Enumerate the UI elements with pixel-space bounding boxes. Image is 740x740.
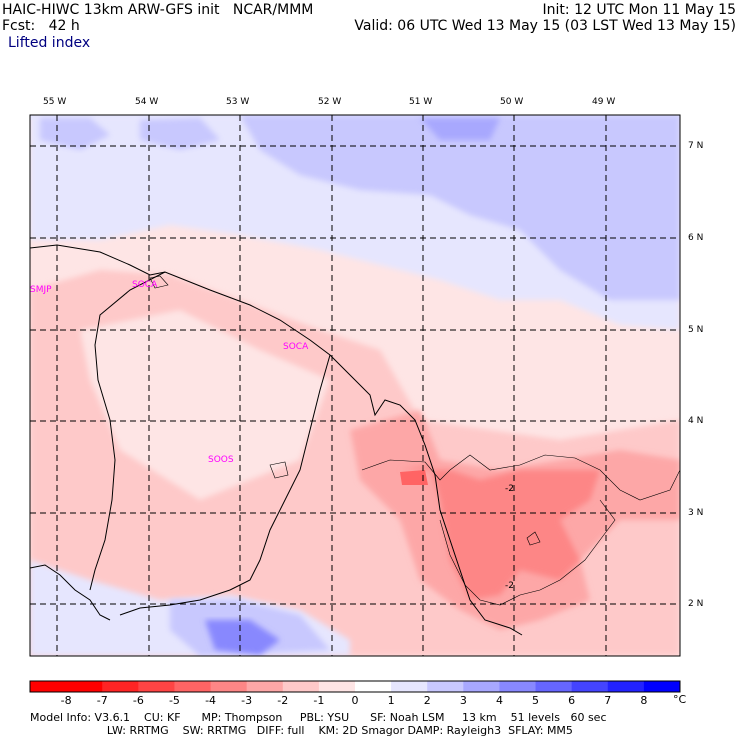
colorbar-tick-label: 4	[495, 694, 503, 707]
contour-label-minus2-b: -2	[505, 581, 514, 591]
colorbar-cell	[174, 681, 212, 692]
colorbar-tick-label: -7	[96, 694, 108, 707]
lat-label-6n: 6 N	[688, 233, 704, 243]
colorbar-tick-label: 8	[640, 694, 648, 707]
forecast-hour: Fcst: 42 h	[2, 18, 80, 34]
colorbar-tick-label: -6	[132, 694, 144, 707]
lon-label-54w: 54 W	[135, 97, 159, 107]
colorbar-tick-label: 6	[568, 694, 576, 707]
station-smjp: SMJP	[30, 285, 52, 295]
field-name: Lifted index	[8, 35, 91, 51]
colorbar-cell	[282, 681, 320, 692]
colorbar-cell	[427, 681, 464, 692]
colorbar-cell	[30, 681, 67, 692]
colorbar-cell	[643, 681, 681, 692]
lat-label-2n: 2 N	[688, 599, 704, 609]
lon-label-52w: 52 W	[318, 97, 342, 107]
model-info-line2: LW: RRTMG SW: RRTMG DIFF: full KM: 2D Sm…	[30, 724, 573, 737]
colorbar-tick-label: -2	[277, 694, 289, 707]
colorbar-cell	[571, 681, 609, 692]
lat-label-3n: 3 N	[688, 508, 704, 518]
colorbar-cell	[66, 681, 103, 692]
init-time: Init: 12 UTC Mon 11 May 15	[542, 2, 736, 18]
lat-label-4n: 4 N	[688, 416, 704, 426]
station-labels: SMJP SOCA SOCA SOOS	[30, 280, 309, 465]
station-soca: SOCA	[283, 342, 309, 352]
lon-label-55w: 55 W	[43, 97, 67, 107]
colorbar-cell	[318, 681, 356, 692]
colorbar-cell	[138, 681, 175, 692]
colorbar-tick-label: -1	[313, 694, 325, 707]
colorbar-cell	[210, 681, 248, 692]
borders	[89, 271, 331, 616]
colorbar-cell	[246, 681, 284, 692]
latlon-grid	[30, 115, 680, 656]
plot-frame	[29, 114, 681, 657]
lon-label-49w: 49 W	[592, 97, 616, 107]
colorbar-tick-label: -4	[205, 694, 217, 707]
colorbar-cell	[463, 681, 500, 692]
colorbar-tick-label: 0	[351, 694, 359, 707]
colorbar-cell	[499, 681, 537, 692]
colorbar-tick-label: -3	[241, 694, 253, 707]
colorbar-tick-label: 7	[604, 694, 612, 707]
coastline	[30, 244, 523, 636]
contour-label-minus2-a: -2	[505, 484, 514, 494]
colorbar-tick-label: -5	[168, 694, 180, 707]
colorbar-unit: °C	[673, 693, 687, 706]
colorbar-cell	[535, 681, 573, 692]
colorbar-tick-label: 1	[387, 694, 395, 707]
model-info-line1: Model Info: V3.6.1 CU: KF MP: Thompson P…	[30, 711, 607, 724]
title-line1: HAIC-HIWC 13km ARW-GFS init NCAR/MMM	[2, 2, 314, 18]
lon-label-51w: 51 W	[409, 97, 433, 107]
lat-label-5n: 5 N	[688, 325, 704, 335]
colorbar-cell	[102, 681, 139, 692]
shaded-field	[30, 115, 680, 656]
lon-label-53w: 53 W	[226, 97, 250, 107]
colorbar-tick-label: 2	[423, 694, 431, 707]
colorbar-cell	[391, 681, 428, 692]
li-contours	[149, 275, 680, 606]
colorbar-tick-label: 5	[532, 694, 540, 707]
colorbar	[29, 680, 681, 693]
colorbar-tick-label: 3	[459, 694, 467, 707]
lon-label-50w: 50 W	[500, 97, 524, 107]
colorbar-cell	[607, 681, 645, 692]
station-overlap: SOCA	[132, 280, 158, 290]
station-soos: SOOS	[208, 455, 234, 465]
lat-label-7n: 7 N	[688, 141, 704, 151]
colorbar-tick-label: -8	[60, 694, 72, 707]
valid-time: Valid: 06 UTC Wed 13 May 15 (03 LST Wed …	[354, 18, 736, 34]
colorbar-cell	[355, 681, 392, 692]
